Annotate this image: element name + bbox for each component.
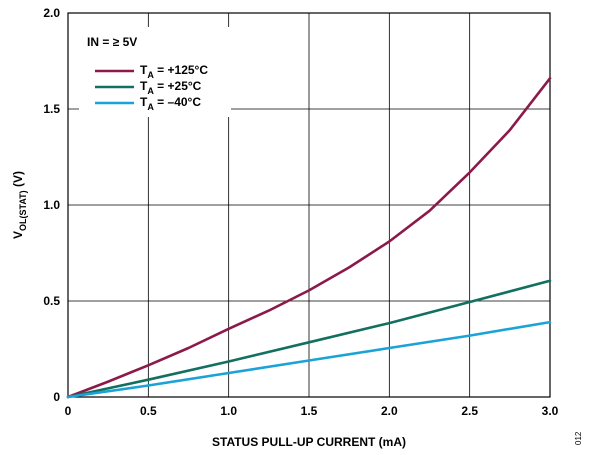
y-tick-labels: 0 0.5 1.0 1.5 2.0 — [43, 6, 60, 404]
y-axis-title-main: V — [11, 231, 25, 239]
x-tick-labels: 0 0.5 1.0 1.5 2.0 2.5 3.0 — [65, 404, 559, 418]
x-axis-title: STATUS PULL-UP CURRENT (mA) — [212, 435, 406, 449]
y-tick-label: 2.0 — [43, 6, 60, 20]
legend-label-sub: A — [147, 102, 154, 112]
legend: TA = +125°CTA = +25°CTA = –40°C — [95, 63, 208, 112]
legend-label-main: T — [140, 95, 148, 109]
y-tick-label: 1.5 — [43, 102, 60, 116]
legend-label-2: TA = –40°C — [140, 95, 201, 112]
legend-label-sub: A — [147, 86, 154, 96]
series-layer — [66, 77, 552, 399]
legend-label-main: T — [140, 63, 148, 77]
figure-id: 012 — [574, 431, 583, 445]
legend-label-1: TA = +25°C — [140, 79, 202, 96]
legend-label-rest: = +125°C — [154, 63, 209, 77]
condition-note: IN = ≥ 5V — [87, 35, 137, 49]
series-line-0 — [66, 77, 552, 399]
y-tick-label: 0.5 — [43, 294, 60, 308]
series-line-1 — [66, 279, 552, 399]
x-tick-label: 0 — [65, 404, 72, 418]
plot-frame — [67, 12, 551, 398]
x-tick-label: 3.0 — [542, 404, 559, 418]
y-tick-label: 1.0 — [43, 198, 60, 212]
y-tick-label: 0 — [53, 390, 60, 404]
legend-label-sub: A — [147, 70, 154, 80]
series-line-2 — [66, 320, 552, 399]
x-tick-label: 1.0 — [220, 404, 237, 418]
y-axis-title: VOL(STAT) (V) — [11, 171, 28, 239]
x-tick-label: 1.5 — [301, 404, 318, 418]
y-axis-title-sub: OL(STAT) — [18, 190, 28, 231]
legend-label-main: T — [140, 79, 148, 93]
legend-label-rest: = –40°C — [154, 95, 201, 109]
x-tick-label: 2.5 — [461, 404, 478, 418]
x-tick-label: 0.5 — [140, 404, 157, 418]
legend-label-rest: = +25°C — [154, 79, 202, 93]
y-axis-title-unit: (V) — [11, 171, 25, 190]
x-tick-label: 2.0 — [381, 404, 398, 418]
legend-label-0: TA = +125°C — [140, 63, 208, 80]
